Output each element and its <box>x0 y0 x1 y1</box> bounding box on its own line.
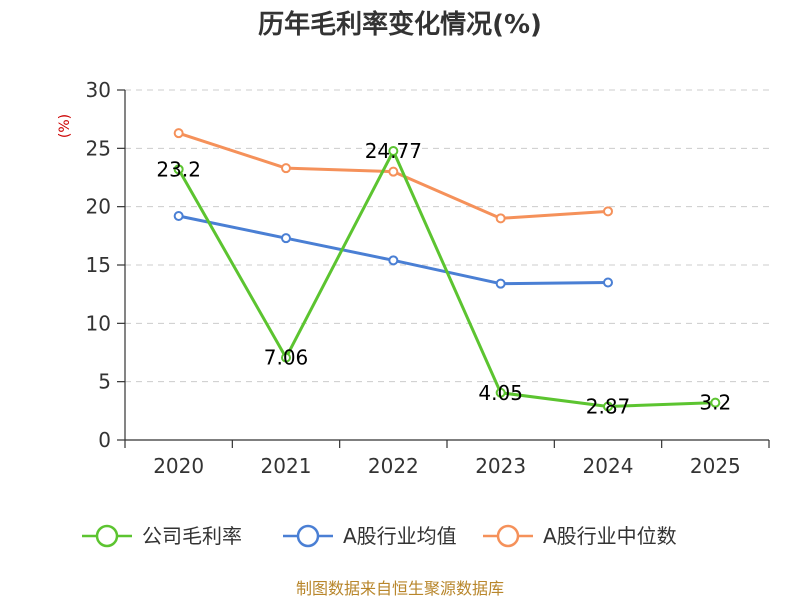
x-tick-label-2022: 2022 <box>368 454 419 478</box>
legend-swatch-marker <box>296 524 320 548</box>
x-axis-ticks: 2020 2021 2022 2023 2024 2025 <box>124 440 770 478</box>
series-0-point-2021[interactable] <box>281 352 291 363</box>
series-0-point-2024[interactable] <box>603 401 613 412</box>
series-2-point-2022[interactable] <box>388 166 399 177</box>
data-label-2020: 23.2 <box>156 157 201 181</box>
series-2-point-2023[interactable] <box>495 213 506 224</box>
x-tick-label-2021: 2021 <box>261 454 312 478</box>
y-tick-label-25: 25 <box>86 136 111 160</box>
series-0-point-2023[interactable] <box>495 387 506 398</box>
legend-swatch-marker <box>95 524 119 548</box>
y-tick-label-15: 15 <box>86 253 111 277</box>
series-1-point-2022[interactable] <box>388 255 399 266</box>
legend-item-0[interactable]: 公司毛利率 <box>82 524 242 548</box>
data-label-2025: 3.2 <box>699 391 731 415</box>
series-line-1 <box>178 214 609 286</box>
series-0-point-2022[interactable] <box>388 146 399 157</box>
legend: 公司毛利率 A股行业均值 A股行业中位数 <box>82 524 677 548</box>
legend-swatch-marker <box>496 524 520 548</box>
y-axis-ticks: 0 5 10 15 20 25 30 <box>86 78 125 452</box>
legend-label: A股行业中位数 <box>543 524 677 548</box>
series-line-0 <box>177 149 716 409</box>
data-label-2023: 4.05 <box>478 381 523 405</box>
y-axis-unit-label: (%) <box>57 114 73 138</box>
legend-label: A股行业均值 <box>343 524 457 548</box>
legend-item-2[interactable]: A股行业中位数 <box>483 524 677 548</box>
data-labels: 23.2 7.06 24.77 4.05 2.87 3.2 <box>156 139 731 419</box>
series-1-point-2021[interactable] <box>281 233 291 244</box>
y-tick-label-20: 20 <box>86 195 111 219</box>
source-note: 制图数据来自恒生聚源数据库 <box>296 579 504 598</box>
chart-title: 历年毛利率变化情况(%) <box>258 9 542 40</box>
data-label-2021: 7.06 <box>264 346 309 370</box>
series-1-point-2023[interactable] <box>495 278 506 289</box>
series-2-point-2024[interactable] <box>603 206 613 217</box>
series-2-point-2021[interactable] <box>281 163 291 174</box>
y-tick-label-30: 30 <box>86 78 111 102</box>
series-0-point-2025[interactable] <box>710 397 721 408</box>
x-tick-label-2024: 2024 <box>583 454 634 478</box>
series-layer <box>173 128 721 412</box>
series-0-point-2020[interactable] <box>173 164 184 175</box>
series-1-point-2024[interactable] <box>603 277 613 288</box>
data-label-2022: 24.77 <box>365 139 422 163</box>
data-label-2024: 2.87 <box>586 395 631 419</box>
legend-label: 公司毛利率 <box>142 524 242 548</box>
y-tick-label-0: 0 <box>98 428 111 452</box>
x-tick-label-2023: 2023 <box>475 454 526 478</box>
series-2-point-2020[interactable] <box>173 128 184 139</box>
x-tick-label-2020: 2020 <box>153 454 204 478</box>
legend-item-1[interactable]: A股行业均值 <box>283 524 457 548</box>
y-tick-label-10: 10 <box>86 311 111 335</box>
gridlines <box>125 89 769 383</box>
series-1-point-2020[interactable] <box>173 211 184 221</box>
y-tick-label-5: 5 <box>98 370 111 394</box>
x-tick-label-2025: 2025 <box>690 454 741 478</box>
